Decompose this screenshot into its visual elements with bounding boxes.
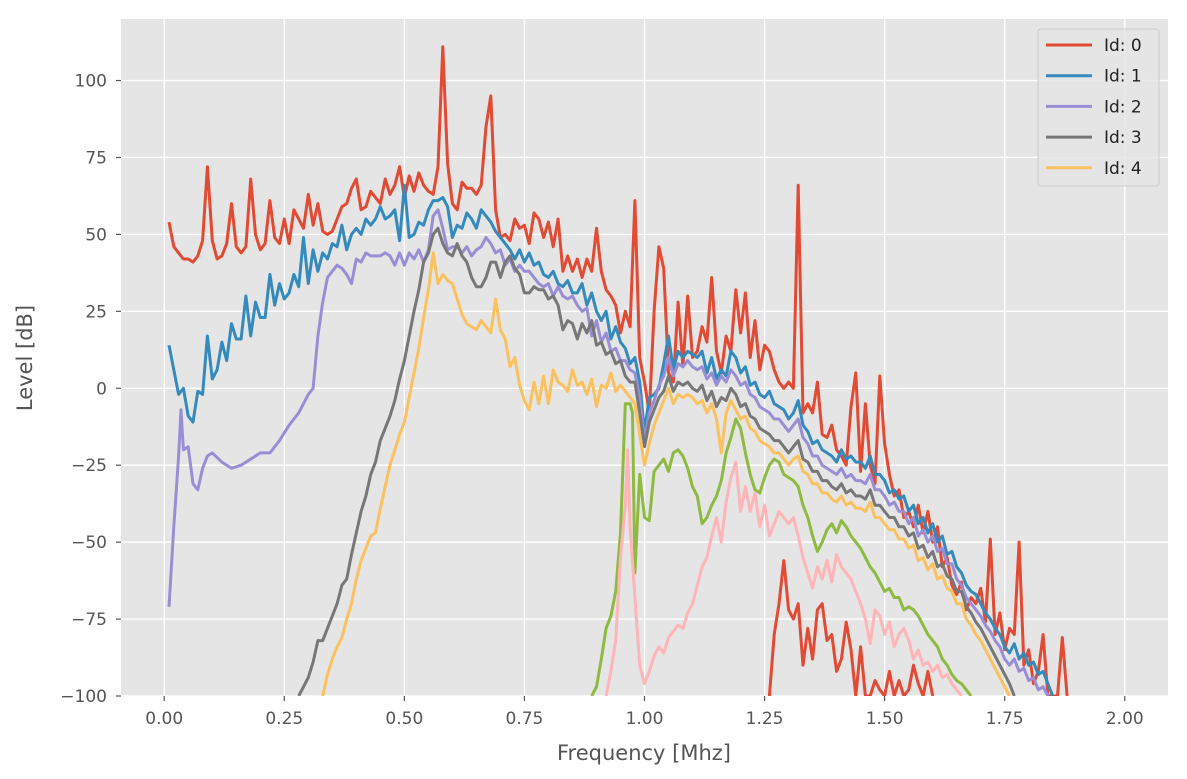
series-line-unlabeled-6 bbox=[604, 448, 963, 696]
legend-entry-label: Id: 0 bbox=[1104, 36, 1142, 56]
x-tick-label: 1.50 bbox=[866, 709, 904, 729]
series-layer bbox=[167, 45, 1069, 696]
y-axis-ticks: −100 −75 −50 −25 0 25 50 75 100 bbox=[60, 72, 121, 707]
series-line-unlabeled-7 bbox=[767, 559, 935, 696]
y-tick-label: 50 bbox=[85, 225, 107, 245]
legend-box bbox=[1037, 28, 1160, 187]
y-tick-label: −75 bbox=[71, 610, 107, 630]
y-tick-label: −25 bbox=[71, 456, 107, 476]
x-tick-label: 1.00 bbox=[626, 709, 664, 729]
y-tick-label: 25 bbox=[85, 302, 107, 322]
y-tick-label: 0 bbox=[96, 379, 107, 399]
legend-entry-label: Id: 1 bbox=[1104, 67, 1142, 87]
x-tick-label: 1.75 bbox=[986, 709, 1024, 729]
y-tick-label: −100 bbox=[60, 687, 107, 707]
legend-entry-label: Id: 2 bbox=[1104, 97, 1142, 117]
x-tick-label: 2.00 bbox=[1106, 709, 1144, 729]
series-line-id-2 bbox=[167, 208, 1050, 696]
x-axis-ticks: 0.00 0.25 0.50 0.75 1.00 1.25 1.50 1.75 2.00 bbox=[145, 696, 1144, 729]
series-line-id-3 bbox=[297, 226, 1016, 696]
x-tick-label: 0.75 bbox=[506, 709, 544, 729]
x-tick-label: 0.50 bbox=[385, 709, 423, 729]
x-tick-label: 1.25 bbox=[746, 709, 784, 729]
legend-entry-label: Id: 3 bbox=[1104, 128, 1142, 148]
series-line-unlabeled-5 bbox=[590, 402, 973, 696]
x-tick-label: 0.00 bbox=[145, 709, 183, 729]
x-axis-label: Frequency [Mhz] bbox=[557, 741, 731, 765]
series-line-id-4 bbox=[321, 251, 1011, 696]
series-line-id-0 bbox=[167, 45, 1069, 696]
legend: Id: 0 Id: 1 Id: 2 Id: 3 Id: 4 bbox=[1037, 28, 1160, 187]
y-tick-label: 100 bbox=[75, 72, 107, 92]
x-tick-label: 0.25 bbox=[265, 709, 303, 729]
legend-entry-label: Id: 4 bbox=[1104, 159, 1142, 179]
y-tick-label: −50 bbox=[71, 533, 107, 553]
series-line-id-1 bbox=[167, 183, 1055, 696]
y-tick-label: 75 bbox=[85, 148, 107, 168]
y-axis-label: Level [dB] bbox=[13, 305, 37, 411]
